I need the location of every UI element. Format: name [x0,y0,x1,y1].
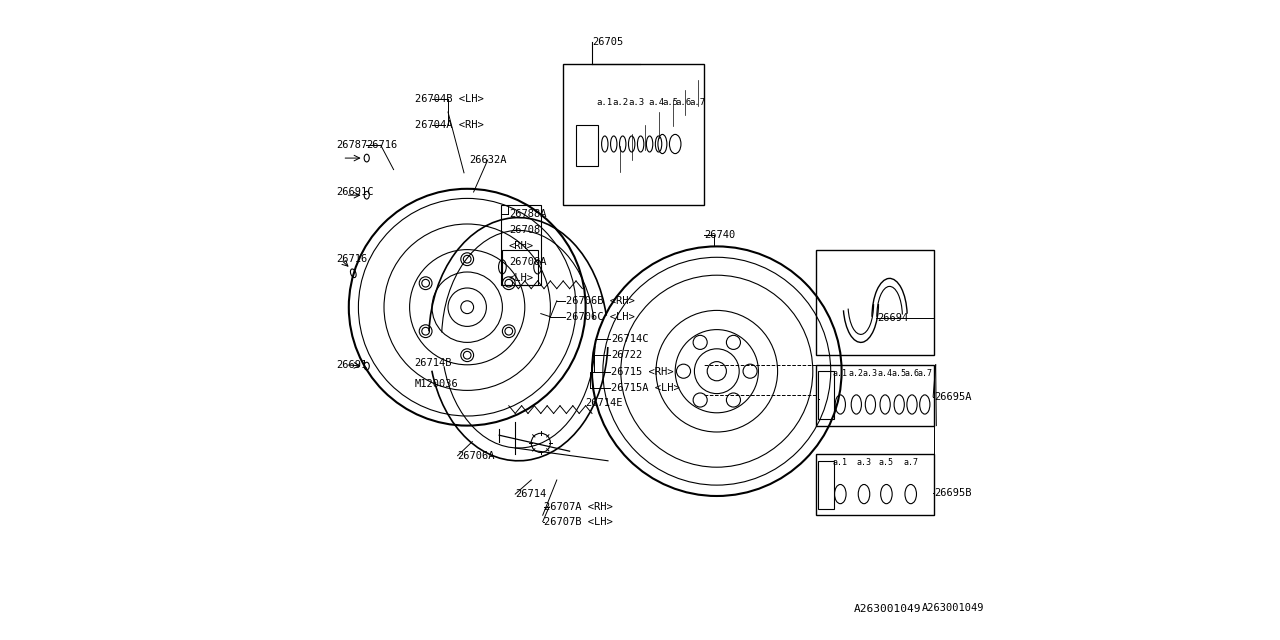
Text: a.5: a.5 [663,98,678,107]
Text: a.4: a.4 [878,369,892,378]
Text: 26695B: 26695B [934,488,972,498]
Text: 26714C: 26714C [612,334,649,344]
Bar [817,250,934,355]
Text: 26705: 26705 [591,36,623,47]
Text: 26691C: 26691C [335,187,374,197]
Text: A263001049: A263001049 [922,603,984,613]
Bar [502,205,540,285]
Text: 26706B <RH>: 26706B <RH> [566,296,635,306]
Text: 26716: 26716 [335,254,367,264]
Text: 26694: 26694 [877,313,908,323]
Text: a.4: a.4 [648,98,664,107]
Text: a.3: a.3 [863,369,878,378]
Text: 26714E: 26714E [585,398,623,408]
Text: a.6: a.6 [676,98,691,107]
Bar [563,64,704,205]
Text: 26740: 26740 [704,230,735,240]
Text: 26707B <LH>: 26707B <LH> [544,516,613,527]
Text: M120036: M120036 [415,379,458,389]
Text: a.7: a.7 [918,369,932,378]
Text: a.1: a.1 [596,98,613,107]
Text: 26691: 26691 [335,360,367,370]
Text: 26715A <LH>: 26715A <LH> [612,383,680,394]
Text: A263001049: A263001049 [854,604,922,614]
Text: 26708: 26708 [508,225,540,236]
Text: a.1: a.1 [833,369,847,378]
Text: <LH>: <LH> [508,273,534,284]
Text: a.1: a.1 [833,458,847,467]
Text: a.2: a.2 [849,369,864,378]
Text: 26715 <RH>: 26715 <RH> [612,367,673,378]
Text: 26714: 26714 [516,489,547,499]
Text: 26706A: 26706A [458,451,495,461]
Text: 26707A <RH>: 26707A <RH> [544,502,613,512]
Text: a.6: a.6 [905,369,919,378]
Text: 26708A: 26708A [508,257,547,268]
Bar [818,461,835,509]
Bar [502,250,538,285]
Text: 26722: 26722 [612,350,643,360]
Text: a.5: a.5 [892,369,906,378]
Text: 26704A <RH>: 26704A <RH> [415,120,484,130]
Text: a.7: a.7 [690,98,705,107]
Text: a.7: a.7 [904,458,918,467]
Text: 26716: 26716 [366,140,397,150]
Text: a.3: a.3 [856,458,872,467]
Bar [576,125,599,166]
Text: 26788A: 26788A [508,209,547,220]
Bar [817,454,934,515]
Text: <RH>: <RH> [508,241,534,252]
Text: 26706C <LH>: 26706C <LH> [566,312,635,322]
Text: 26695A: 26695A [934,392,972,402]
Text: 26704B <LH>: 26704B <LH> [415,94,484,104]
Text: 26787: 26787 [335,140,367,150]
Text: a.5: a.5 [879,458,893,467]
Text: 26632A: 26632A [470,155,507,165]
Bar [817,365,934,426]
Text: a.2: a.2 [613,98,628,107]
Text: 26714B: 26714B [415,358,452,368]
Text: a.3: a.3 [628,98,645,107]
Bar [818,371,835,419]
